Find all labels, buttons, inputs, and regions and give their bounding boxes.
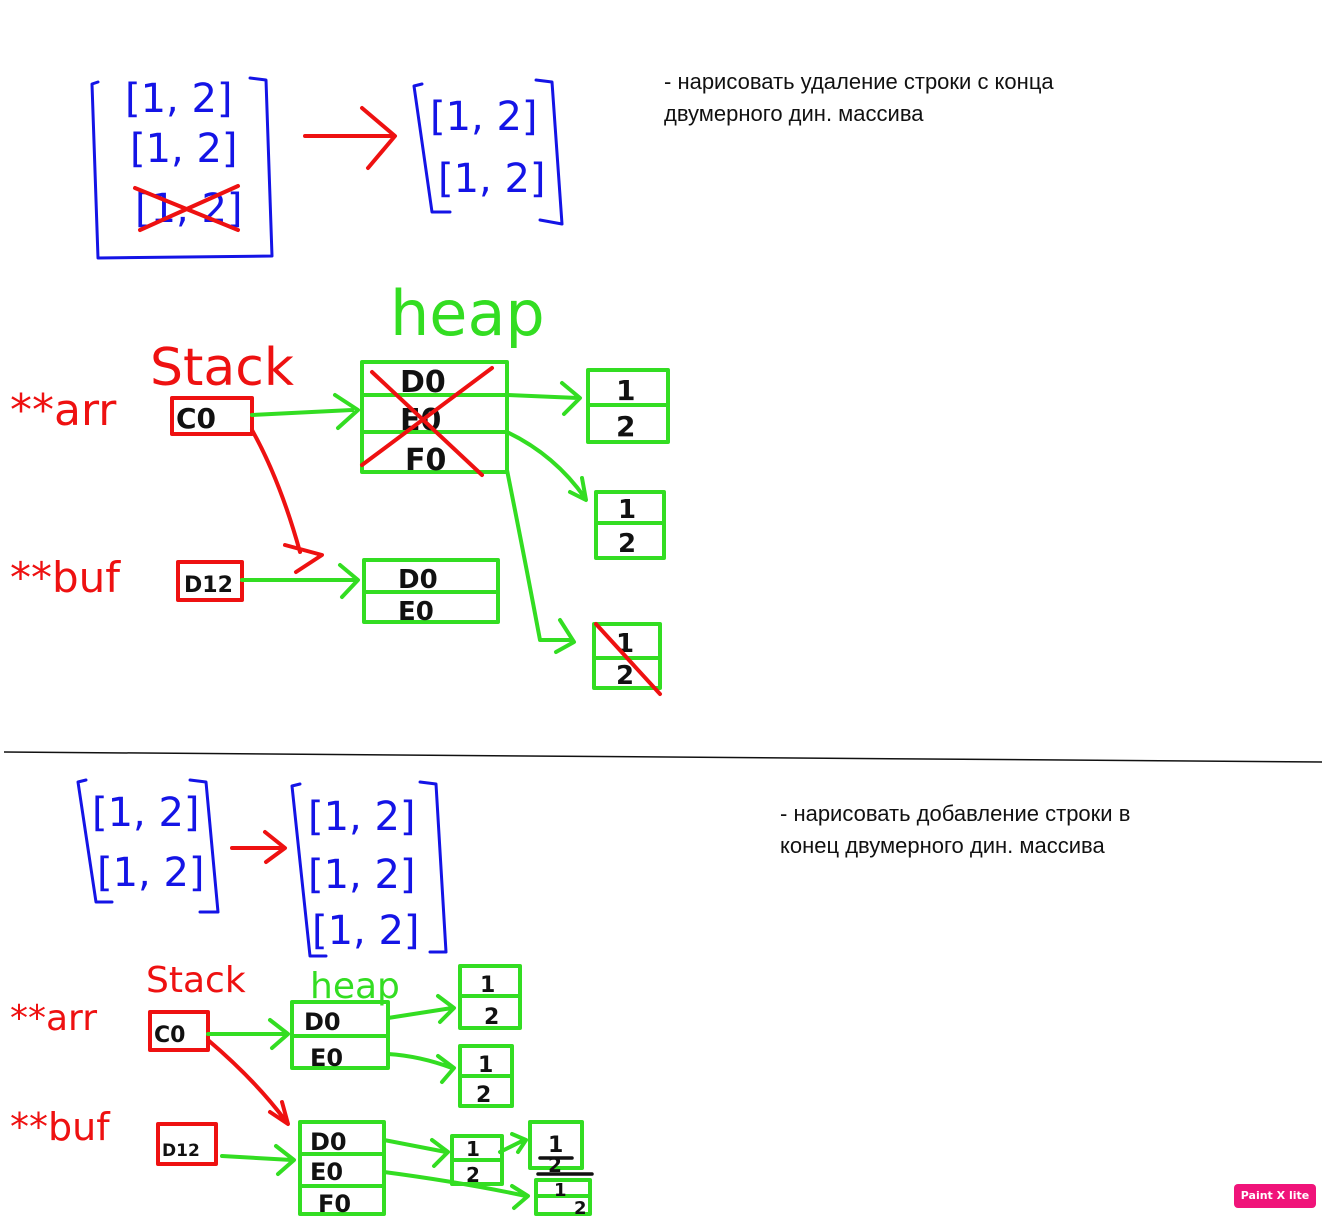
stack-cell-value: C0	[176, 402, 216, 435]
svg-text:2: 2	[574, 1198, 587, 1218]
svg-text:2: 2	[618, 529, 636, 559]
arrow-arr-to-buf	[250, 428, 324, 574]
svg-text:2: 2	[484, 1005, 499, 1030]
svg-text:1: 1	[466, 1137, 480, 1161]
svg-text:E0: E0	[398, 597, 434, 627]
arrow-arr-to-heap	[250, 393, 360, 430]
matrix-row: [1, 2]	[92, 790, 200, 836]
svg-text:1: 1	[554, 1180, 567, 1201]
svg-text:E0: E0	[310, 1158, 343, 1186]
task-note-delete-row: - нарисовать удаление строки с конца дву…	[664, 69, 1054, 126]
matrix-row: [1, 2]	[130, 126, 238, 172]
paint-x-lite-badge[interactable]: Paint X lite	[1234, 1184, 1316, 1208]
heap-row-1: 1 2	[458, 964, 522, 1030]
svg-text:F0: F0	[318, 1190, 351, 1218]
stack-label: Stack	[146, 960, 246, 1001]
svg-text:F0: F0	[405, 443, 446, 478]
add-matrix-before: [1, 2] [1, 2]	[76, 778, 220, 914]
svg-text:1: 1	[616, 374, 635, 407]
svg-text:1: 1	[618, 495, 636, 525]
stack-cell-value: C0	[154, 1023, 185, 1048]
stack-cell-value: D12	[184, 573, 233, 598]
section-divider	[3, 751, 1323, 763]
svg-text:1: 1	[548, 1133, 563, 1158]
heap-row-2: 1 2	[594, 490, 666, 560]
arrow-d0-to-row1	[386, 994, 456, 1024]
arrow-buf-to-heap	[240, 563, 360, 599]
svg-text:D0: D0	[398, 565, 438, 595]
add-arrow	[230, 830, 287, 864]
svg-text:1: 1	[478, 1053, 493, 1078]
arrow-f0-to-row3	[505, 468, 576, 654]
arrow-d0-to-row1	[505, 381, 582, 416]
svg-text:2: 2	[616, 661, 634, 691]
svg-text:1: 1	[480, 973, 495, 998]
matrix-row: [1, 2]	[438, 156, 546, 202]
arrow-d0-to-buf-row1	[382, 1138, 450, 1168]
arrow-e0-to-buf-row3	[382, 1170, 530, 1210]
buf-heap-row-3: 1 2	[534, 1178, 592, 1218]
buf-heap-array: D0 E0	[362, 558, 500, 627]
add-matrix-after: [1, 2] [1, 2] [1, 2]	[290, 780, 448, 958]
svg-text:D0: D0	[304, 1008, 341, 1036]
svg-text:2: 2	[616, 410, 635, 443]
heap-pointer-array: D0 E0 F0	[360, 360, 509, 478]
svg-text:2: 2	[466, 1163, 480, 1187]
arrow-e0-to-row2	[386, 1052, 456, 1084]
arr-pointer-label: **arr	[10, 998, 97, 1039]
delete-arrow	[303, 106, 397, 170]
buf-heap-row-1: 1 2	[450, 1134, 504, 1187]
buf-pointer-label: **buf	[10, 1105, 111, 1149]
svg-text:2: 2	[548, 1153, 562, 1177]
matrix-row: [1, 2]	[308, 852, 416, 898]
task-note-add-row: - нарисовать добавление строки в конец д…	[780, 801, 1131, 858]
matrix-row: [1, 2]	[97, 850, 205, 896]
stack-label: Stack	[150, 338, 294, 398]
arrow-d0-to-buf-row2	[498, 1132, 528, 1154]
svg-text:D0: D0	[400, 365, 446, 400]
arrow-arr-to-heap	[206, 1018, 290, 1050]
heap-row-3-deleted: 1 2	[592, 622, 662, 696]
matrix-row: [1, 2]	[430, 94, 538, 140]
stack-cell-buf	[156, 1122, 218, 1166]
matrix-row: [1, 2]	[308, 794, 416, 840]
svg-text:D0: D0	[310, 1128, 347, 1156]
buf-heap-array: D0 E0 F0	[298, 1120, 386, 1218]
buf-pointer-label: **buf	[10, 553, 121, 602]
heap-row-2: 1 2	[458, 1044, 514, 1108]
matrix-row: [1, 2]	[125, 76, 233, 122]
buf-heap-row-2: 1 2	[528, 1120, 594, 1177]
heap-label: heap	[390, 277, 545, 350]
matrix-row-added: [1, 2]	[312, 908, 420, 954]
heap-row-1: 1 2	[586, 368, 670, 444]
stack-cell-arr	[148, 1010, 210, 1052]
arrow-buf-to-heap	[220, 1144, 296, 1176]
svg-text:2: 2	[476, 1083, 491, 1108]
svg-text:E0: E0	[310, 1044, 343, 1072]
arr-pointer-label: **arr	[10, 385, 117, 436]
arrow-e0-to-row2	[505, 430, 588, 502]
arrow-arr-to-buf	[206, 1038, 290, 1126]
heap-pointer-array: D0 E0	[290, 1000, 390, 1072]
delete-matrix-before: [1, 2] [1, 2] [1, 2]	[90, 76, 274, 260]
delete-matrix-after: [1, 2] [1, 2]	[412, 78, 564, 226]
stack-cell-value: D12	[162, 1141, 200, 1161]
